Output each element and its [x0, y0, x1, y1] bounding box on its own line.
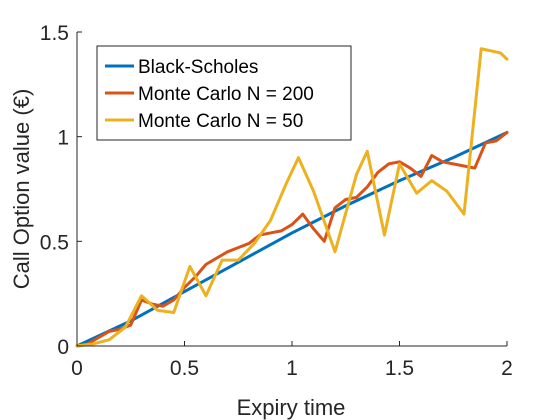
series-layer — [75, 47, 509, 348]
y-axis-title: Call Option value (€) — [9, 89, 34, 290]
y-tick-label: 0 — [57, 336, 69, 359]
x-axis-title: Expiry time — [237, 395, 346, 420]
y-tick-label: 1.5 — [40, 22, 69, 45]
legend-box — [96, 45, 352, 141]
x-tick-label: 0.5 — [170, 357, 199, 380]
y-tick-label: 1 — [57, 127, 69, 150]
series-line-3 — [75, 47, 509, 348]
series-line-1 — [75, 130, 509, 348]
y-tick-label: 0.5 — [40, 231, 69, 254]
x-tick-label: 1.5 — [385, 357, 414, 380]
x-tick-label: 1 — [286, 357, 298, 380]
x-tick-label: 0 — [71, 357, 83, 380]
legend-label-2: Monte Carlo N = 200 — [138, 84, 314, 105]
ticks-layer: 0 0.5 1 1.5 2 0 0.5 1 1.5 — [40, 22, 513, 380]
x-tick-label: 2 — [501, 357, 513, 380]
legend-label-1: Black-Scholes — [138, 57, 258, 78]
legend-label-3: Monte Carlo N = 50 — [138, 111, 303, 132]
legend: Black-Scholes Monte Carlo N = 200 Monte Ca… — [96, 45, 352, 141]
